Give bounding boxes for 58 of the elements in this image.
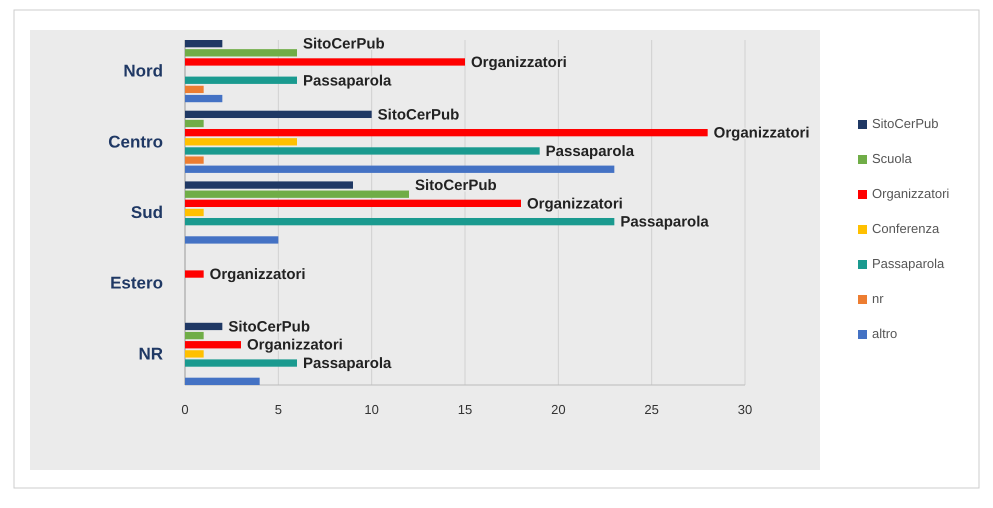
bar xyxy=(185,332,204,340)
annotation: Organizzatori xyxy=(471,54,567,71)
bar xyxy=(185,236,278,244)
x-tick-label: 0 xyxy=(181,402,189,418)
y-tick-label: Sud xyxy=(130,202,163,222)
annotation: Organizzatori xyxy=(247,336,343,354)
legend-label: SitoCerPub xyxy=(872,116,938,131)
bar xyxy=(185,270,204,278)
bar xyxy=(185,378,260,385)
bar xyxy=(185,49,297,56)
x-tick-label: 5 xyxy=(274,402,282,418)
bar xyxy=(185,76,297,84)
bar xyxy=(185,138,297,146)
bar xyxy=(185,359,297,367)
legend-label: altro xyxy=(872,326,898,341)
bar xyxy=(185,128,708,136)
annotation: SitoCerPub xyxy=(378,106,460,124)
annotation: Passaparola xyxy=(303,355,392,372)
y-tick-label: Centro xyxy=(108,132,163,152)
bar xyxy=(185,166,614,173)
x-tick-label: 15 xyxy=(458,402,472,418)
legend-label: nr xyxy=(872,291,884,306)
y-tick-label: Nord xyxy=(123,62,163,81)
legend-label: Scuola xyxy=(872,151,913,166)
bar xyxy=(185,86,204,94)
bar xyxy=(185,208,204,216)
annotation: SitoCerPub xyxy=(415,177,497,194)
bar xyxy=(185,40,222,48)
legend-label: Conferenza xyxy=(872,221,940,236)
annotation: Passaparola xyxy=(620,214,710,231)
legend-label: Organizzatori xyxy=(872,186,950,201)
bar xyxy=(185,190,409,198)
y-tick-label: NR xyxy=(138,344,163,364)
bar xyxy=(185,322,222,330)
bar xyxy=(185,341,241,348)
bar xyxy=(185,110,372,118)
bar xyxy=(185,147,540,155)
bar xyxy=(185,156,204,164)
bar xyxy=(185,120,204,128)
x-tick-label: 10 xyxy=(364,402,379,418)
bar xyxy=(185,181,353,189)
annotation: Passaparola xyxy=(546,142,635,160)
x-tick-label: 25 xyxy=(644,402,659,418)
bar xyxy=(185,94,222,102)
annotation: Organizzatori xyxy=(714,124,810,142)
annotation: SitoCerPub xyxy=(303,36,385,53)
x-tick-label: 30 xyxy=(738,402,752,418)
annotation: SitoCerPub xyxy=(228,318,310,336)
bar xyxy=(185,218,614,226)
bar xyxy=(185,200,521,208)
legend-label: Passaparola xyxy=(872,256,946,271)
annotation: Organizzatori xyxy=(527,195,623,212)
x-tick-label: 20 xyxy=(551,402,566,418)
bar xyxy=(185,350,204,358)
annotation: Organizzatori xyxy=(210,266,306,284)
bar xyxy=(185,58,465,66)
annotation: Passaparola xyxy=(303,72,392,90)
y-tick-label: Estero xyxy=(110,274,163,293)
